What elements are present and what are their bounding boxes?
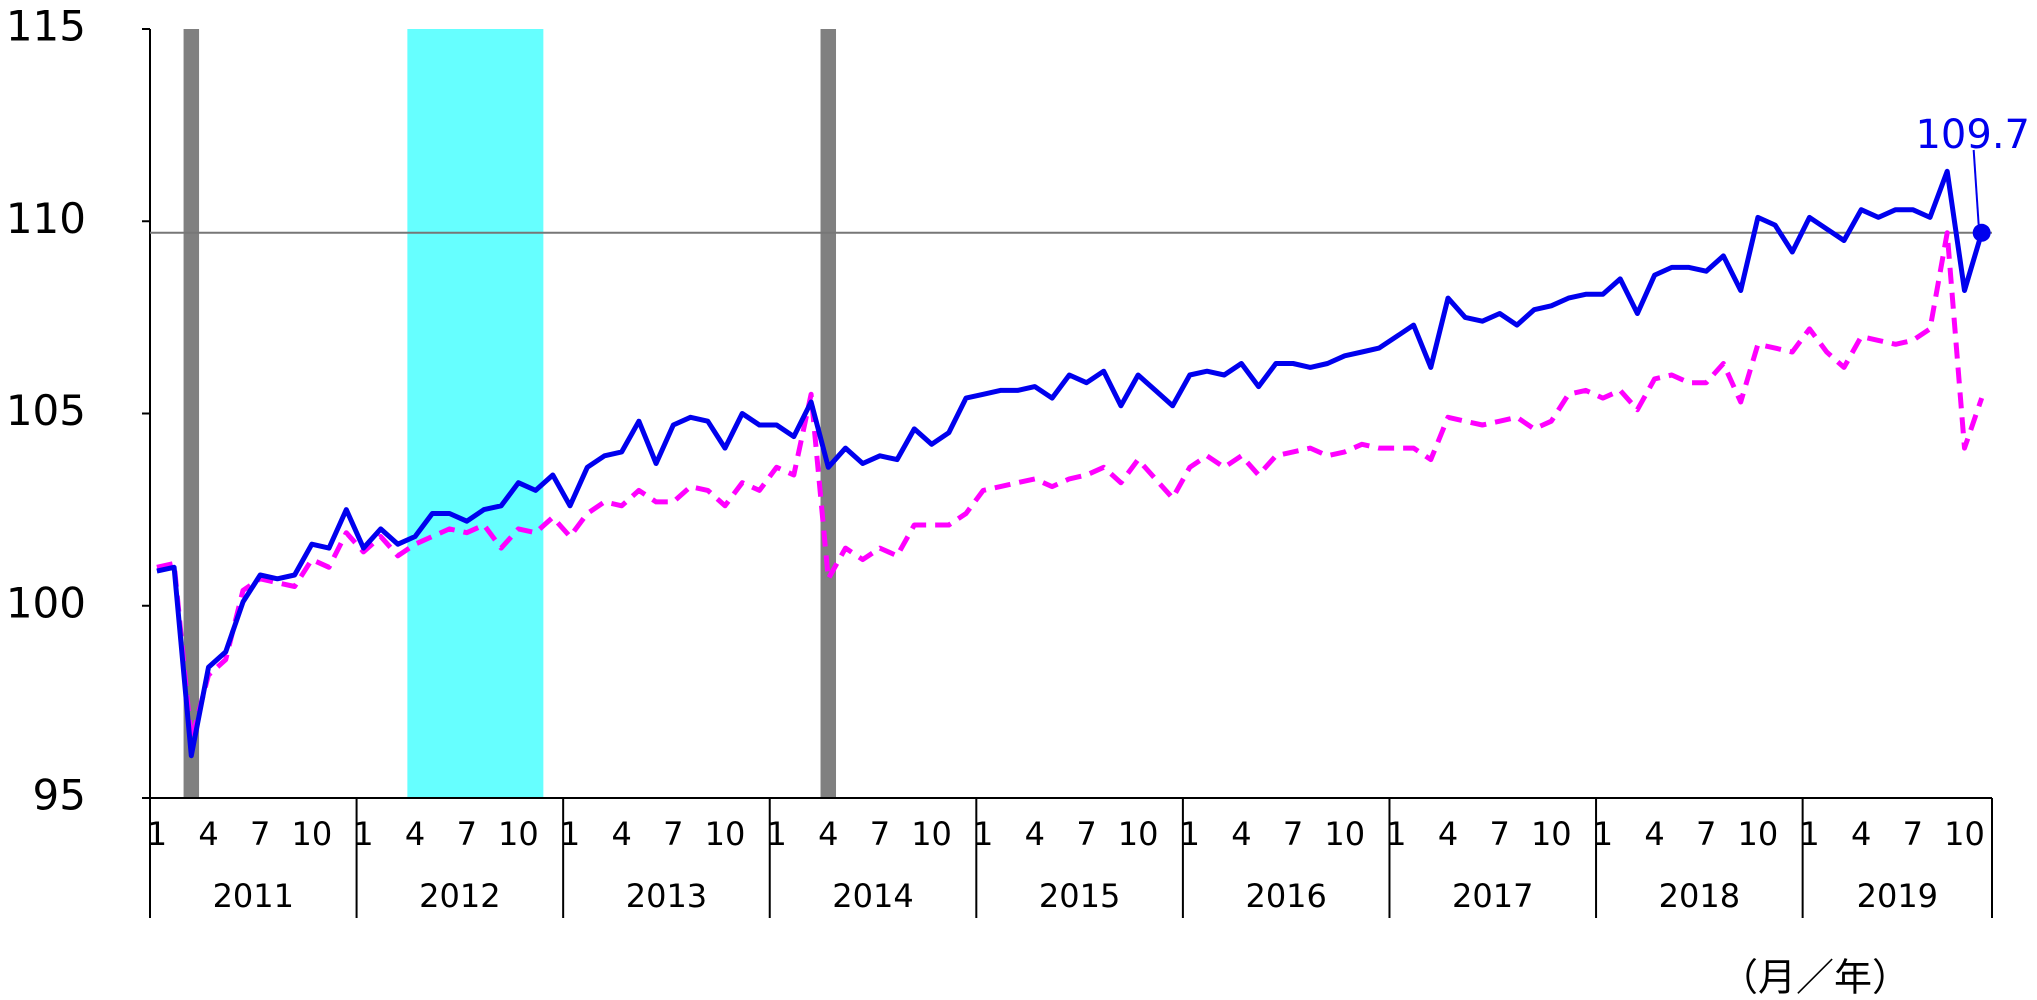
x-tick-label: 10 [1531, 815, 1572, 853]
x-tick-label: 10 [291, 815, 332, 853]
annotation-leader [1972, 149, 1980, 225]
x-tick-label: 7 [1283, 815, 1303, 853]
x-tick-label: 7 [1696, 815, 1716, 853]
x-tick-label: 1 [1180, 815, 1200, 853]
x-tick-label: 1 [560, 815, 580, 853]
x-tick-label: 1 [1593, 815, 1613, 853]
shaded-period [183, 29, 200, 798]
x-tick-label: 7 [1903, 815, 1923, 853]
year-label: 2017 [1452, 877, 1533, 915]
x-tick-label: 7 [250, 815, 270, 853]
y-tick-label: 110 [6, 194, 86, 243]
y-tick-label: 105 [6, 386, 86, 435]
y-tick-label: 100 [6, 578, 86, 627]
x-tick-label: 10 [1738, 815, 1779, 853]
x-tick-label: 10 [1118, 815, 1159, 853]
x-tick-label: 4 [1851, 815, 1871, 853]
x-tick-label: 4 [818, 815, 838, 853]
year-label: 2014 [832, 877, 913, 915]
x-tick-label: 10 [498, 815, 539, 853]
x-tick-label: 4 [405, 815, 425, 853]
x-tick-label: 4 [1438, 815, 1458, 853]
x-tick-label: 1 [973, 815, 993, 853]
year-label: 2016 [1245, 877, 1326, 915]
annotation: 109.7 [1915, 112, 2030, 158]
year-label: 2015 [1039, 877, 1120, 915]
y-tick-label: 95 [33, 771, 86, 820]
x-tick-label: 1 [1799, 815, 1819, 853]
x-tick-label: 7 [870, 815, 890, 853]
x-axis-label: （月／年） [1720, 956, 1910, 1000]
shaded-period [407, 29, 544, 798]
x-tick-label: 7 [1076, 815, 1096, 853]
y-tick-label: 115 [6, 2, 86, 51]
x-tick-label: 1 [766, 815, 786, 853]
series-line [156, 168, 1985, 759]
x-tick-label: 1 [1386, 815, 1406, 853]
x-tick-label: 4 [198, 815, 218, 853]
end-point [1972, 223, 1991, 242]
x-tick-label: 7 [457, 815, 477, 853]
x-tick-label: 4 [1644, 815, 1664, 853]
year-label: 2013 [626, 877, 707, 915]
x-tick-label: 10 [911, 815, 952, 853]
x-tick-label: 4 [1231, 815, 1251, 853]
shaded-period [820, 29, 837, 798]
x-tick-label: 7 [1489, 815, 1509, 853]
x-tick-label: 10 [1324, 815, 1365, 853]
year-label: 2018 [1659, 877, 1740, 915]
year-label: 2019 [1857, 877, 1938, 915]
x-tick-label: 4 [1025, 815, 1045, 853]
year-label: 2012 [419, 877, 500, 915]
x-tick-label: 10 [705, 815, 746, 853]
x-tick-label: 1 [147, 815, 167, 853]
x-tick-label: 7 [663, 815, 683, 853]
x-tick-label: 4 [612, 815, 632, 853]
year-label: 2011 [213, 877, 294, 915]
x-tick-label: 10 [1944, 815, 1985, 853]
series-line [156, 230, 1985, 743]
x-tick-label: 1 [353, 815, 373, 853]
